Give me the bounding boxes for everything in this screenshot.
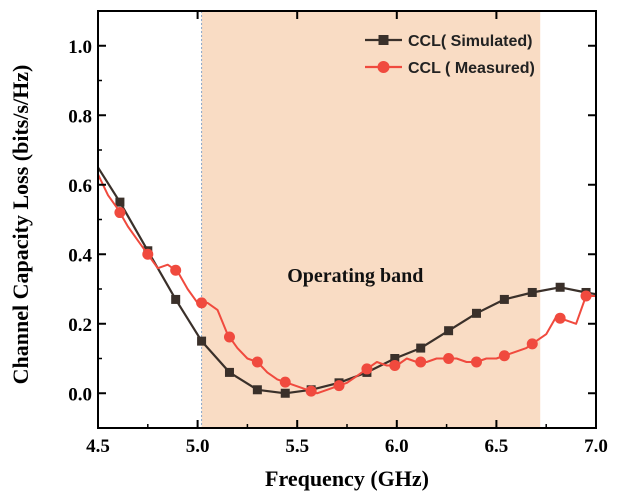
legend-item: CCL( Simulated) (365, 33, 532, 50)
data-point-circle (526, 338, 538, 350)
data-point-circle (361, 363, 373, 375)
x-tick-label: 5.0 (186, 436, 210, 457)
series-measured (97, 173, 596, 397)
x-tick-label: 7.0 (584, 436, 608, 457)
data-point-circle (470, 356, 482, 368)
data-point-circle (279, 376, 291, 388)
y-axis-title: Channel Capacity Loss (bits/s/Hz) (8, 65, 33, 385)
data-point-circle (333, 380, 345, 392)
data-point-circle (170, 264, 182, 276)
y-tick-label: 0.4 (68, 245, 92, 266)
y-tick-label: 1.0 (68, 37, 92, 58)
legend-marker-square (378, 35, 389, 45)
data-point-circle (305, 385, 317, 397)
series-line (97, 173, 596, 395)
data-point-square (252, 385, 262, 395)
data-point-square (416, 343, 426, 353)
series-layer (97, 166, 597, 398)
data-point-circle (580, 290, 592, 302)
data-point-square (224, 367, 234, 377)
data-point-square (471, 308, 481, 318)
legend-label: CCL ( Measured) (408, 60, 535, 77)
y-tick-label: 0.0 (68, 384, 92, 405)
legend-label: CCL( Simulated) (408, 33, 532, 50)
x-axis-title: Frequency (GHz) (265, 466, 429, 491)
data-point-square (444, 326, 454, 336)
data-point-circle (196, 297, 208, 309)
legend-marker-circle (377, 61, 390, 73)
data-point-square (390, 354, 400, 363)
y-tick-label: 0.2 (68, 315, 92, 336)
legend-item: CCL ( Measured) (365, 60, 535, 77)
data-point-circle (554, 312, 566, 324)
data-point-circle (498, 350, 510, 362)
y-tick-label: 0.8 (68, 106, 92, 127)
axis-ticks: 4.5 5.0 5.5 6.0 6.5 7.0 0.0 0.2 0.4 0.6 0.8 1.0 (68, 10, 608, 457)
data-point-circle (114, 207, 126, 219)
data-point-circle (389, 359, 401, 371)
data-point-circle (415, 356, 427, 368)
data-point-square (171, 294, 181, 304)
data-point-square (197, 336, 207, 346)
data-point-square (499, 294, 509, 304)
legend: CCL( Simulated) CCL ( Measured) (365, 33, 535, 77)
data-point-circle (443, 353, 455, 364)
x-tick-label: 4.5 (86, 436, 110, 457)
x-tick-label: 6.0 (385, 436, 409, 457)
data-point-square (527, 287, 537, 297)
y-tick-label: 0.6 (68, 176, 92, 197)
data-point-square (555, 282, 565, 292)
data-point-square (280, 388, 290, 398)
operating-band-label: Operating band (287, 265, 423, 287)
data-point-circle (142, 248, 154, 260)
data-point-circle (251, 356, 263, 368)
data-point-circle (223, 331, 235, 343)
x-tick-label: 6.5 (485, 436, 509, 457)
x-tick-label: 5.5 (285, 436, 309, 457)
data-point-square (115, 197, 125, 207)
